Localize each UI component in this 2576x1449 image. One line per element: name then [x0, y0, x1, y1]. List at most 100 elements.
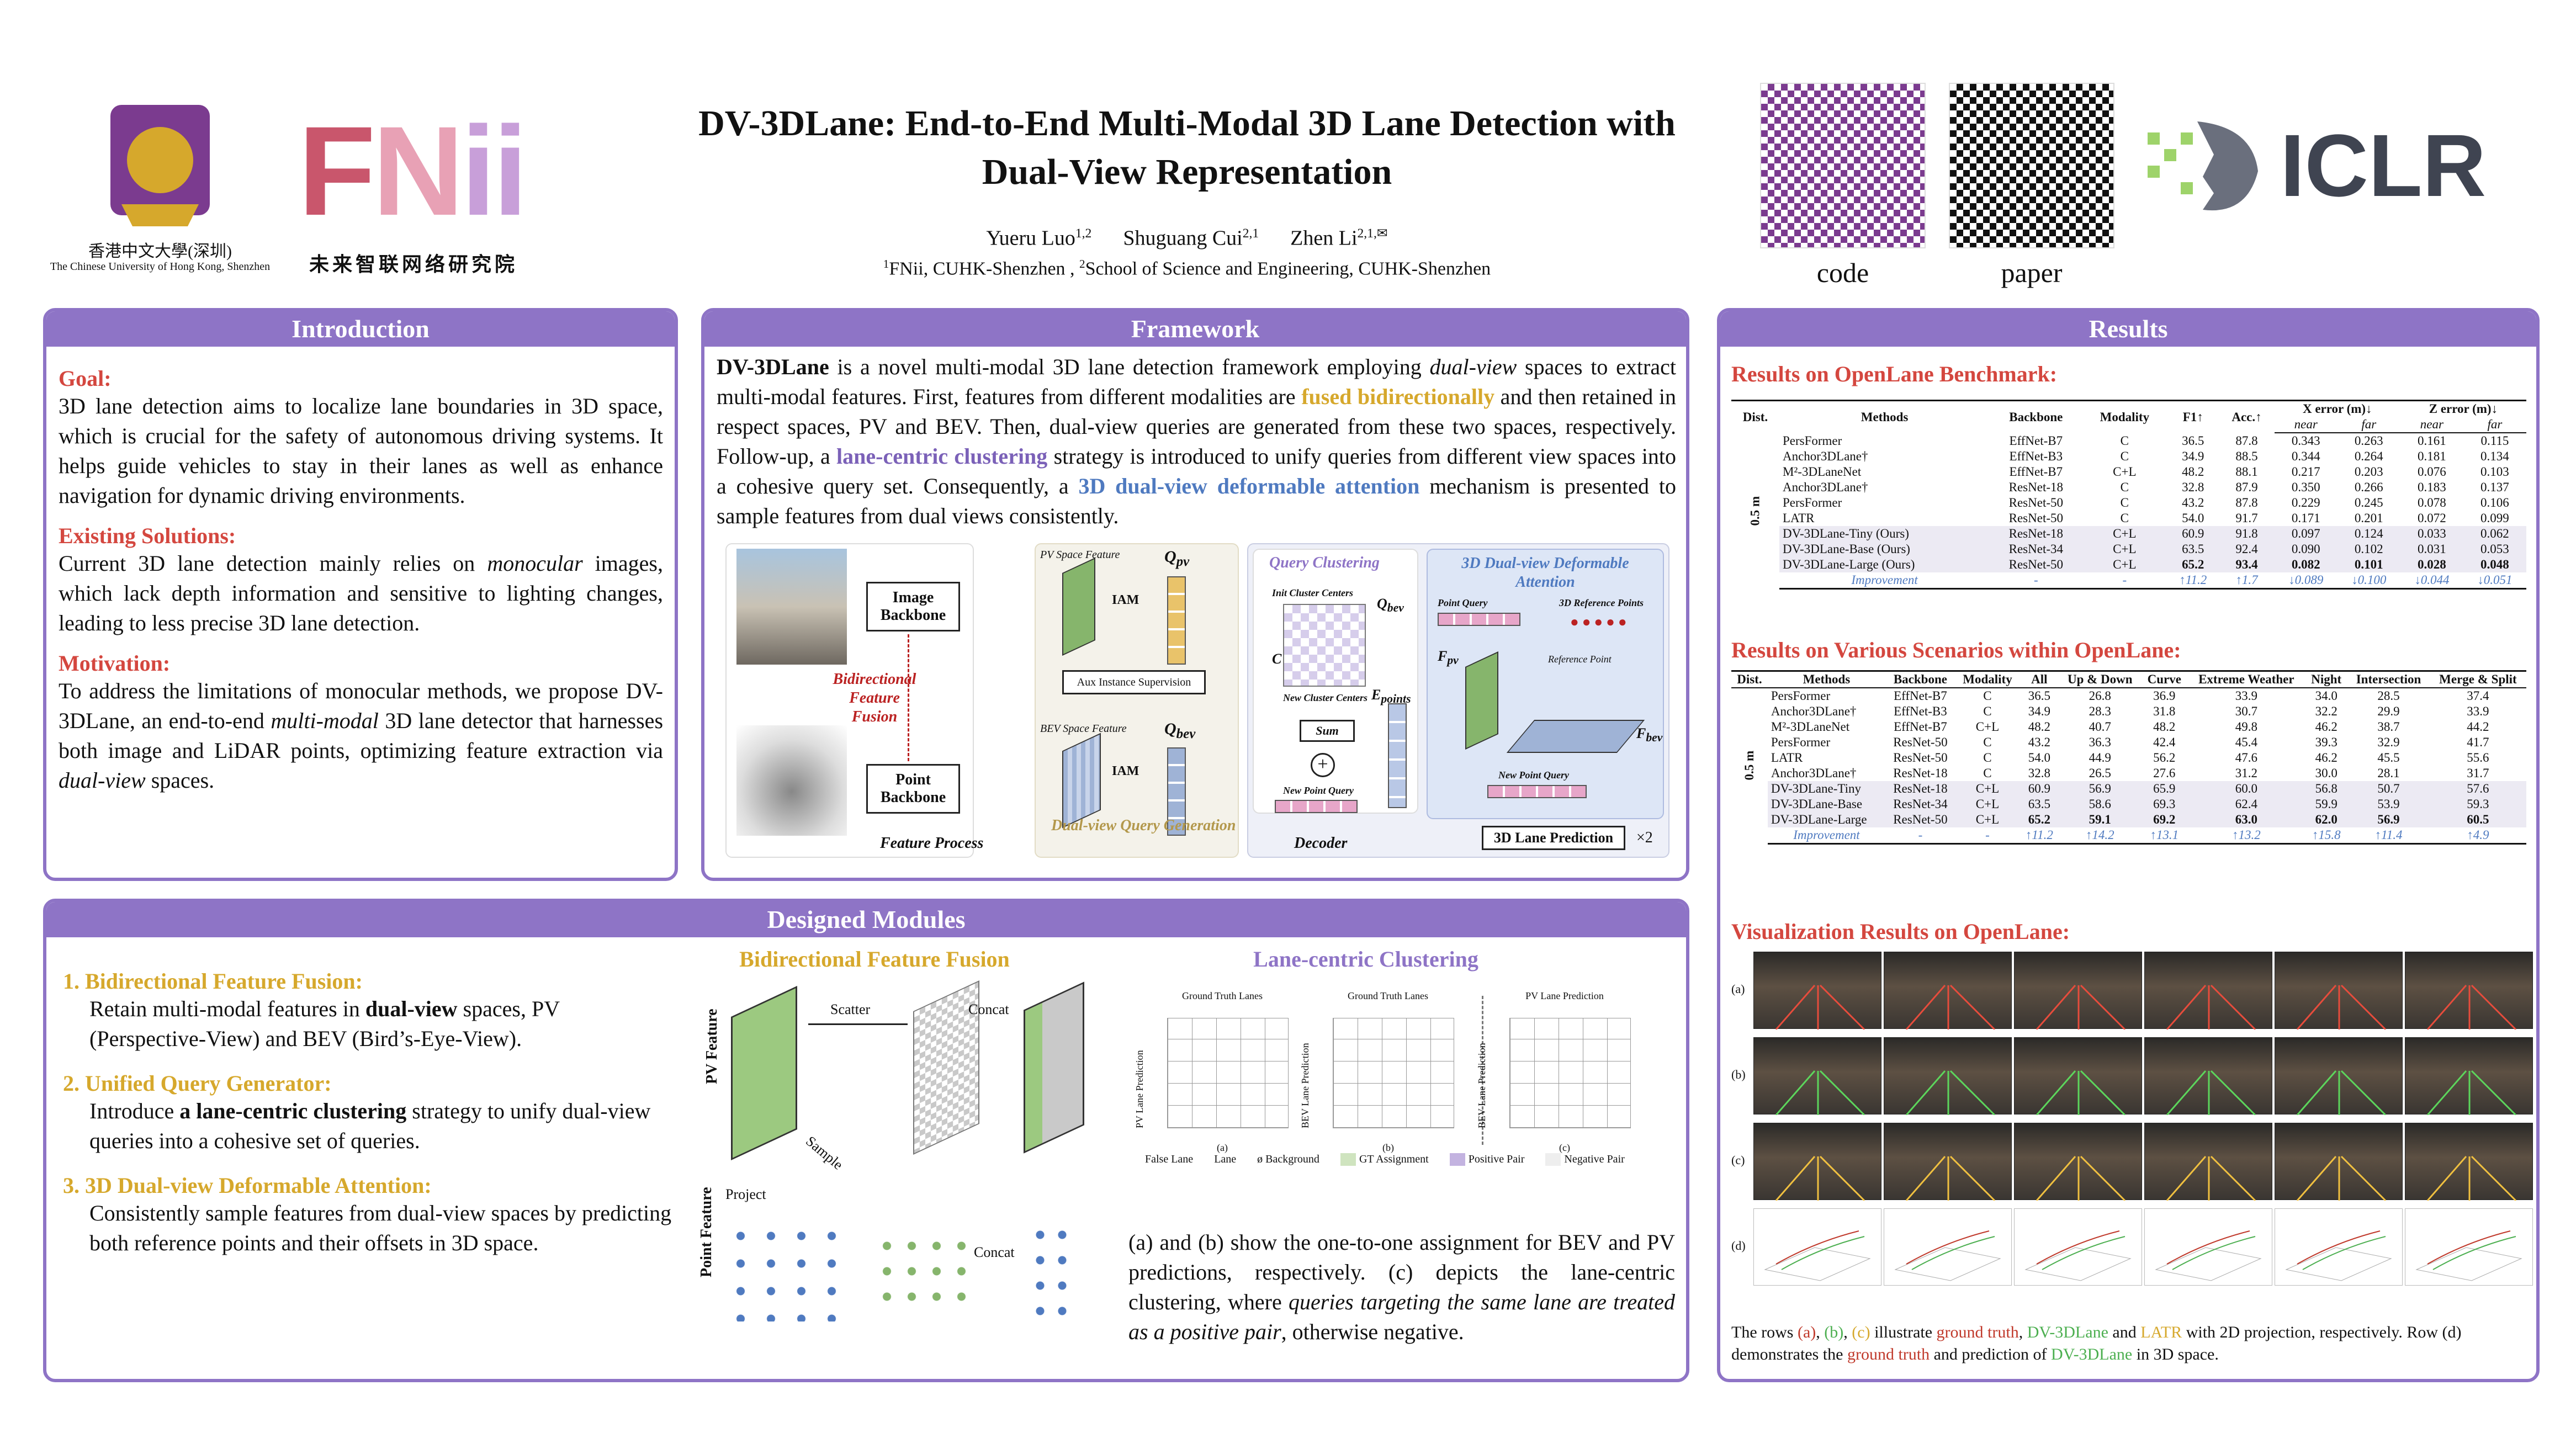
t1-cell: 0.203 — [2354, 465, 2383, 479]
t1-header: Modality — [2082, 400, 2167, 433]
project-label: Project — [725, 1186, 766, 1202]
t1-cell: 34.9 — [2182, 449, 2204, 463]
iam-label-bottom: IAM — [1112, 764, 1139, 778]
viz-image — [1884, 1123, 2012, 1202]
t1-subheader: far — [2463, 417, 2526, 433]
motivation-title: Motivation: — [59, 651, 171, 676]
viz-row-label: (b) — [1731, 1068, 1746, 1081]
t2-row: Anchor3DLane† EffNet-B3 C 34.9 28.3 31.8 30.7 3… — [1731, 704, 2526, 719]
t2-cell: C — [1983, 766, 1992, 780]
t2-cell: 49.8 — [2235, 720, 2257, 734]
viz-grid: (a) (b) (c) (d) — [1731, 952, 2533, 1294]
t2-cell: 30.7 — [2235, 704, 2257, 718]
bff-label: Bidirectional Feature Fusion — [833, 671, 916, 725]
t1-cell: 0.171 — [2291, 511, 2320, 525]
t2-cell: C — [1983, 735, 1992, 749]
module-title-text: Bidirectional Feature Fusion: — [85, 969, 363, 994]
t1-cell: ResNet-50 — [1990, 557, 2082, 572]
t1-cell: 0.072 — [2417, 511, 2446, 525]
t1-cell: 60.9 — [2167, 526, 2219, 542]
module-text: Retain multi-modal features in dual-view… — [63, 994, 681, 1054]
t1-row: DV-3DLane-Tiny (Ours) ResNet-18 C+L 60.9 91.… — [1731, 526, 2526, 542]
t1-cell: 87.9 — [2235, 480, 2258, 494]
t1-cell: M²-3DLaneNet — [1782, 465, 1862, 479]
author-name: Yueru Luo — [986, 226, 1075, 250]
t1-cell: 0.245 — [2354, 496, 2383, 509]
t1-row: Anchor3DLane† ResNet-18 C 32.8 87.9 0.350 0.26… — [1731, 480, 2526, 495]
t1-cell: 0.124 — [2337, 526, 2400, 542]
viz-caption-ra: (a) — [1797, 1323, 1816, 1341]
t1-impr-cell: ↑11.2 — [2167, 572, 2219, 590]
t1-cell: 0.078 — [2417, 496, 2446, 509]
t1-row: 0.5 m PersFormer EffNet-B7 C 36.5 87.8 0.343 0.… — [1731, 433, 2526, 526]
scenario-title: Results on Various Scenarios within Open… — [1731, 638, 2181, 662]
t2-cell: 42.4 — [2153, 735, 2176, 749]
t2-cell: EffNet-B3 — [1894, 704, 1947, 718]
paper-qr-icon[interactable] — [1949, 83, 2114, 248]
code-qr-icon[interactable] — [1760, 83, 1926, 248]
viz-3d-plot — [2275, 1208, 2403, 1286]
modules-heading: Designed Modules — [46, 902, 1686, 937]
t2-cell: 62.4 — [2187, 797, 2305, 812]
pv-lane-pred-top: PV Lane Prediction — [1525, 990, 1604, 1001]
pv-space-label: PV Space Feature — [1040, 549, 1120, 561]
t2-header: Extreme Weather — [2187, 670, 2305, 688]
legend-negative-pair: Negative Pair — [1545, 1153, 1625, 1166]
bev-space-label: BEV Space Feature — [1040, 723, 1127, 735]
t1-cell: ResNet-18 — [2008, 480, 2063, 494]
t1-cell: 0.082 — [2274, 557, 2338, 572]
t2-cell: 48.2 — [2153, 720, 2176, 734]
t2-header: Modality — [1955, 670, 2020, 688]
paper-label: paper — [2001, 257, 2063, 288]
f-bev-f: F — [1636, 725, 1646, 741]
viz-image — [2275, 952, 2403, 1031]
t1-cell: C+L — [2082, 526, 2167, 542]
results-heading: Results — [1720, 311, 2536, 347]
framework-purple: lane-centric clustering — [836, 444, 1048, 469]
t2-cell: 41.7 — [2467, 735, 2489, 749]
viz-row-label: (a) — [1731, 982, 1745, 996]
pv-feature-plane — [731, 986, 797, 1160]
t2-cell: 59.3 — [2429, 797, 2526, 812]
t2-cell: 57.6 — [2429, 781, 2526, 797]
t1-cell: ResNet-34 — [1990, 542, 2082, 557]
affil-sup: 2 — [1079, 257, 1085, 270]
module-title: 3. 3D Dual-view Deformable Attention: — [63, 1172, 681, 1198]
sample-label: Sample — [803, 1133, 846, 1173]
t2-cell: 53.9 — [2347, 797, 2430, 812]
affil-sup: 1 — [883, 257, 889, 270]
t2-cell: EffNet-B7 — [1894, 720, 1947, 734]
t1-cell: 32.8 — [2182, 480, 2204, 494]
module-title-text: Unified Query Generator: — [85, 1071, 332, 1096]
paper-title: DV-3DLane: End-to-End Multi-Modal 3D Lan… — [585, 99, 1789, 197]
t1-cell: 0.161 — [2417, 434, 2446, 448]
t1-row: LATR ResNet-50 C 54.0 91.7 0.171 0.201 0.072 0.0… — [1731, 511, 2526, 526]
t1-impr-cell: ↓0.051 — [2463, 572, 2526, 590]
t2-row: Anchor3DLane† ResNet-18 C 32.8 26.5 27.6 31.2 3… — [1731, 766, 2526, 781]
module-num: 1. — [63, 969, 79, 994]
t2-cell: 69.2 — [2141, 812, 2188, 827]
t1-cell: 0.343 — [2291, 434, 2320, 448]
t2-cell: 65.2 — [2020, 812, 2059, 827]
t2-cell: ResNet-50 — [1893, 735, 1948, 749]
t1-cell: EffNet-B7 — [2009, 433, 2063, 448]
t2-header: Merge & Split — [2429, 670, 2526, 688]
t1-cell: C — [2120, 433, 2129, 448]
t2-cell: C+L — [1955, 812, 2020, 827]
existing-text-em: monocular — [487, 551, 583, 576]
t1-cell: 0.181 — [2417, 449, 2446, 463]
module-text-c: spaces, PV (Perspective-View) and BEV (B… — [89, 996, 560, 1051]
sum-block: Sum — [1300, 720, 1355, 742]
viz-image — [1753, 1123, 1881, 1202]
t1-impr-cell: - — [1990, 572, 2082, 590]
viz-image — [2144, 952, 2272, 1031]
f-pv-sub: pv — [1447, 654, 1459, 667]
t1-row: DV-3DLane-Large (Ours) ResNet-50 C+L 65.2 93… — [1731, 557, 2526, 572]
code-label: code — [1816, 257, 1869, 288]
viz-image — [1884, 952, 2012, 1031]
t1-cell: 87.8 — [2235, 433, 2258, 448]
iclr-logo: ICLR — [2137, 110, 2534, 221]
viz-3d-plot — [2144, 1208, 2272, 1286]
t2-cell: 56.8 — [2305, 781, 2348, 797]
lane-prediction-block: 3D Lane Prediction — [1482, 826, 1625, 850]
